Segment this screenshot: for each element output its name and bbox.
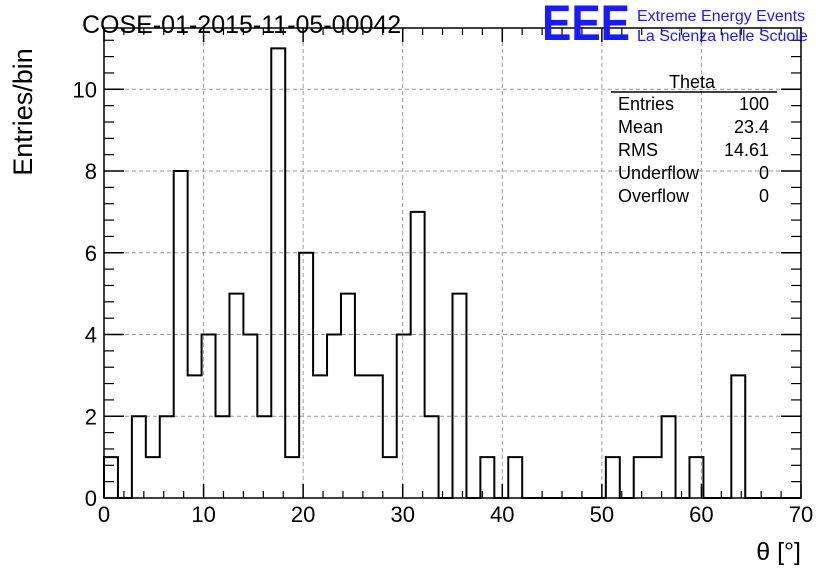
stats-label: Underflow bbox=[618, 163, 700, 183]
histogram-outline bbox=[103, 47, 801, 499]
chart-title: COSE-01-2015-11-05-00042 bbox=[82, 11, 401, 39]
logo-line-2: La Scienza nelle Scuole bbox=[637, 28, 808, 45]
x-tick-label: 20 bbox=[291, 502, 315, 527]
stats-value: 23.4 bbox=[734, 117, 769, 137]
x-axis-label: θ [°] bbox=[756, 538, 801, 566]
x-tick-label: 50 bbox=[590, 502, 614, 527]
y-tick-label: 10 bbox=[73, 77, 97, 102]
stats-value: 0 bbox=[759, 163, 769, 183]
logo-mark: EEE bbox=[542, 0, 630, 51]
y-tick-label: 8 bbox=[85, 159, 97, 184]
stats-rows: Entries 100 Mean 23.4 RMS 14.61 Underflow 0 Over… bbox=[618, 94, 769, 206]
plot-frame bbox=[103, 27, 802, 499]
x-tick-labels: 0 10 20 30 40 50 60 70 bbox=[98, 502, 813, 527]
x-tick-label: 60 bbox=[689, 502, 713, 527]
x-tick-label: 30 bbox=[390, 502, 414, 527]
stats-value: 14.61 bbox=[724, 140, 769, 160]
stats-box: Theta Entries 100 Mean 23.4 RMS 14.61 Underflo… bbox=[611, 72, 777, 206]
y-axis-label: Entries/bin bbox=[8, 48, 38, 176]
x-tick-label: 70 bbox=[789, 502, 813, 527]
y-tick-label: 0 bbox=[85, 486, 97, 511]
y-tick-label: 4 bbox=[85, 323, 97, 348]
y-tick-label: 6 bbox=[85, 241, 97, 266]
stats-label: Mean bbox=[618, 117, 663, 137]
stats-value: 0 bbox=[759, 186, 769, 206]
stats-title: Theta bbox=[669, 72, 716, 92]
stats-label: RMS bbox=[618, 140, 658, 160]
eee-logo: EEE Extreme Energy Events La Scienza nel… bbox=[542, 0, 808, 51]
y-tick-labels: 0 2 4 6 8 10 bbox=[73, 77, 97, 511]
x-tick-label: 0 bbox=[98, 502, 110, 527]
logo-line-1: Extreme Energy Events bbox=[637, 8, 805, 25]
x-tick-label: 10 bbox=[191, 502, 215, 527]
axis-ticks bbox=[103, 28, 802, 499]
stats-label: Overflow bbox=[618, 186, 690, 206]
x-tick-label: 40 bbox=[490, 502, 514, 527]
stats-label: Entries bbox=[618, 94, 674, 114]
stats-value: 100 bbox=[739, 94, 769, 114]
y-tick-label: 2 bbox=[85, 404, 97, 429]
